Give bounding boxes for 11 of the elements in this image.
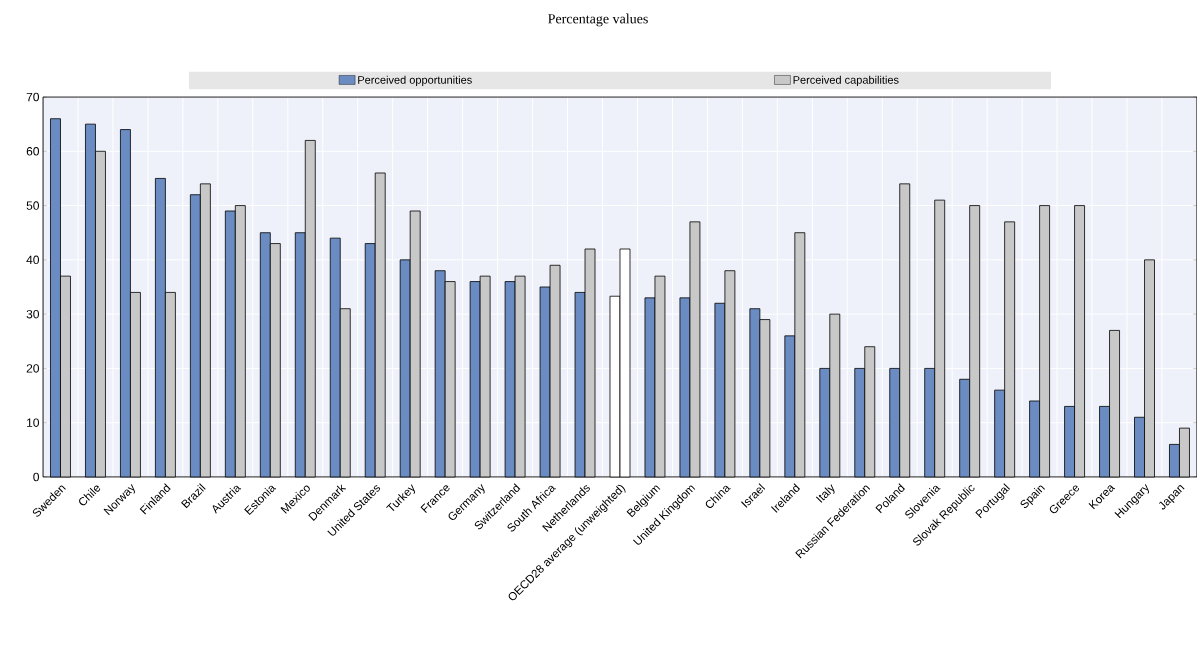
legend-label: Perceived opportunities [358, 75, 472, 86]
chart-subtitle: Percentage values [548, 13, 648, 27]
legend-label: Perceived capabilities [793, 75, 899, 86]
y-tick-label: 50 [26, 201, 40, 210]
y-tick-label: 70 [26, 92, 40, 102]
y-tick-label: 30 [26, 309, 40, 319]
y-tick-label: 40 [26, 255, 40, 265]
y-tick-label: 20 [26, 364, 40, 373]
y-tick-label: 10 [27, 418, 40, 427]
y-tick-label: 0 [33, 472, 40, 482]
y-tick-label: 60 [26, 147, 40, 156]
